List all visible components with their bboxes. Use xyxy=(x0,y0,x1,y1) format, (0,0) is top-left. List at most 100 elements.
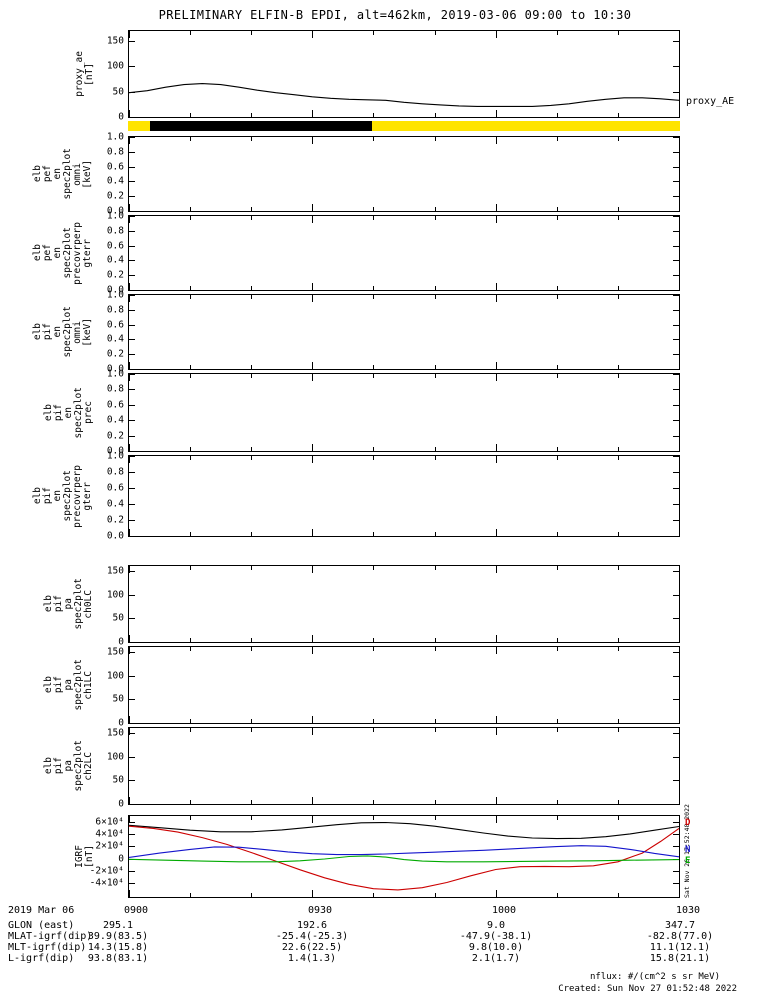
panel-ylabel-line: spec2plot xyxy=(72,740,84,792)
y-tick-label: 0 xyxy=(118,111,124,123)
x-tick-mark xyxy=(373,532,374,536)
x-tick-mark xyxy=(190,447,191,451)
y-tick-mark xyxy=(129,595,135,596)
y-tick-mark xyxy=(129,295,135,296)
y-tick-mark xyxy=(673,757,679,758)
x-tick-mark xyxy=(679,374,680,381)
x-tick-mark xyxy=(496,728,497,735)
y-tick-mark xyxy=(129,325,135,326)
y-tick-mark xyxy=(673,246,679,247)
x-tick-mark xyxy=(557,207,558,211)
y-tick-mark xyxy=(673,846,679,847)
y-tick-mark xyxy=(129,871,135,872)
x-tick-mark xyxy=(312,283,313,290)
x-tick-mark xyxy=(373,216,374,220)
x-tick-mark xyxy=(618,532,619,536)
x-tick-mark xyxy=(496,444,497,451)
x-tick-mark xyxy=(618,566,619,570)
y-tick-label: 0.2 xyxy=(106,269,124,281)
x-tick-mark xyxy=(251,31,252,35)
footer-row-label: L-igrf(dip) xyxy=(8,953,75,964)
footer-value: 9.8(10.0) xyxy=(468,942,524,953)
x-tick-mark xyxy=(190,295,191,299)
y-tick-mark xyxy=(673,196,679,197)
x-tick-mark xyxy=(557,31,558,35)
x-tick-mark xyxy=(129,816,130,823)
y-tick-mark xyxy=(129,846,135,847)
x-tick-mark xyxy=(557,893,558,897)
series-N xyxy=(129,845,679,858)
x-tick-mark xyxy=(373,286,374,290)
y-tick-label: 50 xyxy=(112,693,124,705)
y-tick-mark xyxy=(673,456,679,457)
panel-ylabel-elb-pif-en-omni: elb pif en spec2plot omni [keV] xyxy=(30,294,96,370)
x-tick-mark xyxy=(557,113,558,117)
y-tick-label: 0.4 xyxy=(106,254,124,266)
x-tick-mark xyxy=(557,286,558,290)
x-tick-mark xyxy=(496,110,497,117)
x-tick-mark xyxy=(618,728,619,732)
x-tick-mark xyxy=(251,800,252,804)
footer-row: L-igrf(dip) 93.8(83.1) 1.4(1.3) 2.1(1.7) 15.… xyxy=(0,953,775,964)
y-tick-label: -2×10⁴ xyxy=(89,865,124,877)
x-tick-mark xyxy=(618,113,619,117)
y-tick-label: 0.4 xyxy=(106,175,124,187)
x-tick-mark xyxy=(190,566,191,570)
x-tick-mark xyxy=(190,374,191,378)
y-tick-mark xyxy=(673,405,679,406)
panel-igrf xyxy=(128,815,680,898)
x-tick-mark xyxy=(190,647,191,651)
x-tick-mark xyxy=(373,816,374,820)
panel-ylabel-line: [nT] xyxy=(84,62,95,86)
x-tick-mark xyxy=(679,890,680,897)
x-tick-mark xyxy=(618,456,619,460)
y-tick-label: 150 xyxy=(106,727,124,739)
x-tick-mark xyxy=(129,283,130,290)
x-tick-mark xyxy=(557,447,558,451)
y-tick-mark xyxy=(129,676,135,677)
x-tick-mark xyxy=(129,647,130,654)
x-tick-mark xyxy=(435,456,436,460)
x-tick-mark xyxy=(312,444,313,451)
y-tick-mark xyxy=(129,41,135,42)
y-tick-label: 150 xyxy=(106,35,124,47)
x-tick-mark xyxy=(373,728,374,732)
x-tick-mark xyxy=(190,207,191,211)
proxy-ae-right-label: proxy_AE xyxy=(686,96,735,107)
y-tick-mark xyxy=(673,723,679,724)
x-tick-mark xyxy=(129,444,130,451)
x-tick-mark xyxy=(251,719,252,723)
x-tick-mark xyxy=(496,890,497,897)
nflux-units-note: nflux: #/(cm^2 s sr MeV) xyxy=(589,972,720,982)
x-tick-mark xyxy=(679,283,680,290)
x-tick-mark xyxy=(496,529,497,536)
x-tick-mark xyxy=(251,893,252,897)
y-tick-mark xyxy=(129,275,135,276)
x-tick-mark xyxy=(679,204,680,211)
y-tick-label: 150 xyxy=(106,646,124,658)
x-tick-mark xyxy=(190,113,191,117)
x-tick-mark xyxy=(435,137,436,141)
footer-value: 192.6 xyxy=(296,920,328,931)
y-tick-mark xyxy=(129,211,135,212)
chart-proxy-ae xyxy=(129,83,679,107)
x-tick-mark xyxy=(496,566,497,573)
x-tick-mark xyxy=(557,816,558,820)
y-tick-mark xyxy=(129,389,135,390)
y-tick-label: 0.8 xyxy=(106,466,124,478)
x-tick-mark xyxy=(435,216,436,220)
x-tick-mark xyxy=(679,635,680,642)
footer-row: MLT-igrf(dip) 14.3(15.8) 22.6(22.5) 9.8(10.… xyxy=(0,942,775,953)
y-tick-mark xyxy=(129,216,135,217)
footer-value: -25.4(-25.3) xyxy=(275,931,349,942)
x-tick-mark xyxy=(679,566,680,573)
panel-ylabel-line: pa xyxy=(62,679,74,691)
y-tick-mark xyxy=(673,420,679,421)
y-tick-label: 0.6 xyxy=(106,319,124,331)
y-tick-mark xyxy=(129,260,135,261)
panel-ylabel-line: pif xyxy=(52,676,64,694)
y-tick-label: 1.0 xyxy=(106,289,124,301)
panel-ylabel-line: gterr xyxy=(82,481,93,511)
panel-ylabel-line: pa xyxy=(62,760,74,772)
x-tick-mark xyxy=(373,647,374,651)
